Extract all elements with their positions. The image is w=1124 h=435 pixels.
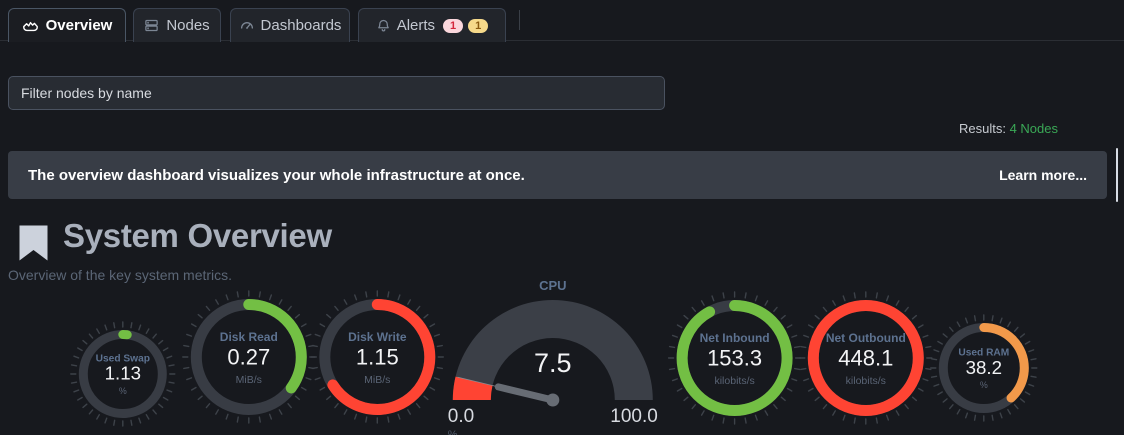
svg-text:%: % [448,429,458,435]
svg-text:0.27: 0.27 [227,345,270,370]
svg-text:7.5: 7.5 [534,348,572,378]
svg-text:153.3: 153.3 [707,346,762,371]
svg-text:MiB/s: MiB/s [364,374,390,386]
svg-text:38.2: 38.2 [966,357,1002,378]
svg-text:Net Inbound: Net Inbound [700,331,770,345]
svg-text:kilobits/s: kilobits/s [846,375,886,387]
svg-text:1.13: 1.13 [105,363,141,384]
svg-text:MiB/s: MiB/s [236,374,262,386]
svg-text:0.0: 0.0 [448,406,474,427]
svg-text:1.15: 1.15 [356,345,399,370]
svg-text:Net Outbound: Net Outbound [826,331,906,345]
svg-text:Disk Read: Disk Read [220,330,278,344]
svg-text:100.0: 100.0 [610,406,658,427]
svg-text:448.1: 448.1 [838,346,893,371]
svg-text:%: % [980,380,988,390]
svg-text:%: % [119,386,127,396]
svg-text:Disk Write: Disk Write [348,330,407,344]
svg-text:CPU: CPU [539,280,566,293]
svg-text:kilobits/s: kilobits/s [714,375,754,387]
